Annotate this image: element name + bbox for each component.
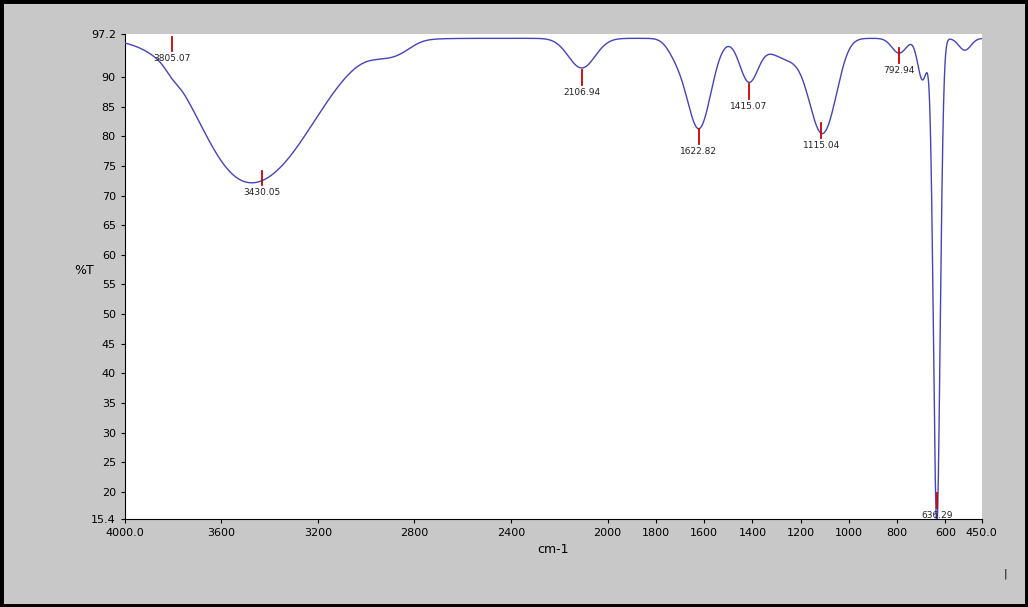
Text: 1622.82: 1622.82 xyxy=(681,147,718,156)
X-axis label: cm-1: cm-1 xyxy=(538,543,570,555)
Text: 792.94: 792.94 xyxy=(883,66,915,75)
Text: 2106.94: 2106.94 xyxy=(563,87,600,97)
Text: 3805.07: 3805.07 xyxy=(153,55,190,63)
Y-axis label: %T: %T xyxy=(74,264,94,277)
Text: 1115.04: 1115.04 xyxy=(803,141,840,150)
Text: 1415.07: 1415.07 xyxy=(730,102,767,111)
Text: |: | xyxy=(1003,568,1007,579)
Text: 636.29: 636.29 xyxy=(921,511,953,520)
Text: 3430.05: 3430.05 xyxy=(244,188,281,197)
